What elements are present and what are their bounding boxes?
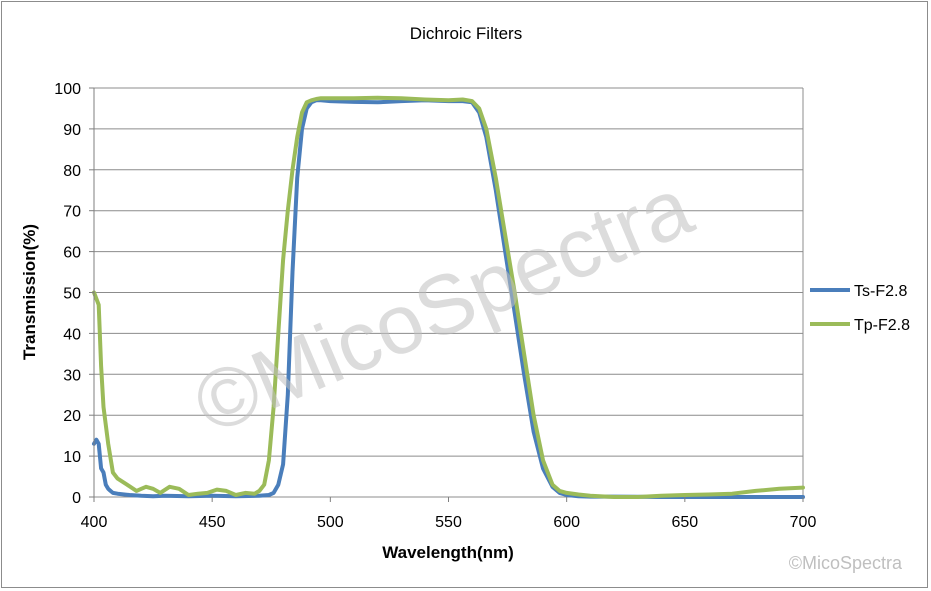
x-tick-label: 450 (199, 514, 226, 531)
x-tick-label: 550 (435, 514, 462, 531)
y-tick-label: 70 (63, 204, 81, 221)
legend-label: Ts-F2.8 (854, 283, 907, 300)
x-tick-label: 650 (671, 514, 698, 531)
y-tick-label: 30 (63, 367, 81, 384)
y-axis-label: Transmission(%) (20, 224, 39, 360)
axes: 0 10 20 30 40 50 60 70 80 90 100 400 450 500 550 600 650… (54, 81, 816, 531)
y-tick-label: 60 (63, 245, 81, 262)
x-tick-label: 700 (790, 514, 817, 531)
x-tick-label: 600 (553, 514, 580, 531)
legend-label: Tp-F2.8 (854, 317, 910, 334)
y-tick-label: 100 (54, 81, 81, 98)
series-layer (92, 95, 805, 499)
x-tick-label: 500 (317, 514, 344, 531)
y-tick-label: 80 (63, 163, 81, 180)
y-tick-label: 50 (63, 286, 81, 303)
series-line-tp-f2-8 (92, 95, 805, 499)
y-tick-label: 20 (63, 408, 81, 425)
watermark-main: ©MicoSpectra (181, 159, 705, 452)
x-axis-label: Wavelength(nm) (382, 543, 514, 562)
y-tick-label: 40 (63, 326, 81, 343)
grid (94, 87, 804, 498)
y-tick-label: 0 (72, 490, 81, 507)
chart-title: Dichroic Filters (410, 24, 522, 43)
y-tick-label: 90 (63, 122, 81, 139)
watermark-corner: ©MicoSpectra (789, 553, 903, 573)
x-tick-label: 400 (81, 514, 108, 531)
legend: Ts-F2.8 Tp-F2.8 (810, 283, 910, 334)
y-tick-label: 10 (63, 449, 81, 466)
